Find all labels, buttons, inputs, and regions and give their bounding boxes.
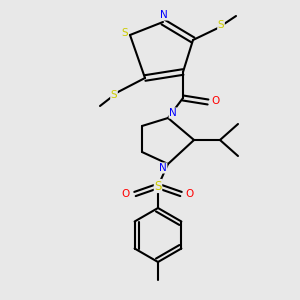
Text: S: S [122, 28, 128, 38]
Text: S: S [154, 179, 162, 193]
Text: N: N [169, 108, 177, 118]
Text: S: S [218, 20, 224, 30]
Text: O: O [122, 189, 130, 199]
Text: S: S [111, 90, 117, 100]
Text: O: O [186, 189, 194, 199]
Text: O: O [211, 96, 219, 106]
Text: N: N [160, 10, 168, 20]
Text: N: N [159, 163, 167, 173]
